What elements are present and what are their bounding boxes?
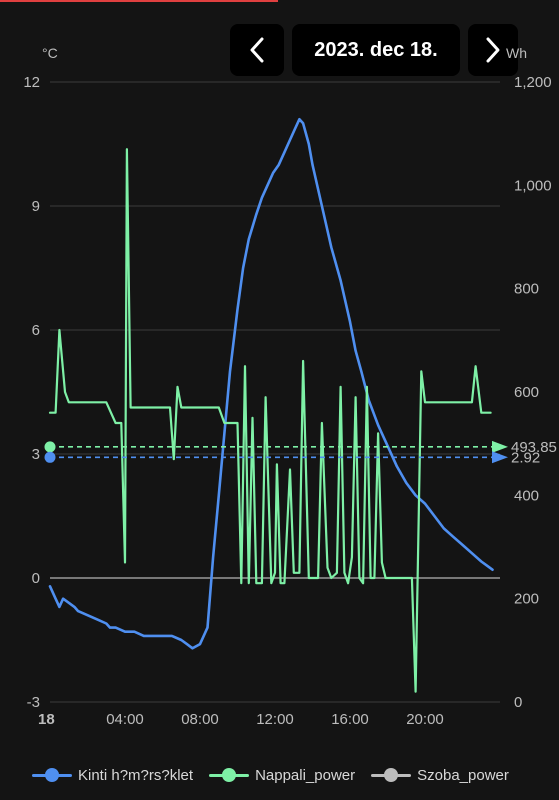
y-left-tick-label: -3	[27, 694, 40, 711]
y-right-tick-label: 1,000	[514, 177, 552, 194]
legend-item-nappali-power[interactable]: Nappali_power	[209, 767, 355, 784]
legend-item-outdoor-temperature[interactable]: Kinti h?m?rs?klet	[32, 767, 193, 784]
marker-dot	[44, 441, 56, 453]
legend-label: Nappali_power	[255, 766, 356, 784]
y-right-tick-label: 800	[514, 281, 539, 298]
y-left-tick-label: 12	[23, 74, 40, 91]
x-tick-label: 18	[38, 711, 55, 728]
marker-label: 493.85	[511, 439, 557, 456]
y-left-tick-label: 9	[32, 198, 40, 215]
y-right-tick-label: 400	[514, 487, 539, 504]
x-tick-label: 08:00	[181, 711, 219, 728]
x-tick-label: 04:00	[106, 711, 144, 728]
series-line-0	[48, 117, 494, 650]
legend-swatch-grey	[371, 768, 412, 782]
y-right-tick-label: 600	[514, 384, 539, 401]
previous-day-button[interactable]	[230, 24, 284, 76]
y-right-tick-label: 200	[514, 591, 539, 608]
history-chart[interactable]: 12 9 6 3 0 -3 1,200 1,000 800 600 400 200 0 °C Wh 18 04:…	[0, 0, 559, 760]
x-tick-label: 16:00	[331, 711, 369, 728]
y-right-unit: Wh	[506, 45, 527, 61]
y-left-unit: °C	[42, 45, 58, 61]
y-left-tick-label: 3	[32, 446, 40, 463]
chevron-left-icon	[250, 37, 264, 63]
y-right-tick-label: 0	[514, 694, 522, 711]
legend-swatch-green	[209, 768, 250, 782]
x-tick-label: 20:00	[406, 711, 444, 728]
y-left-tick-label: 0	[32, 570, 40, 587]
legend-swatch-blue	[32, 768, 72, 782]
x-tick-label: 12:00	[256, 711, 294, 728]
legend-label: Szoba_power	[417, 766, 509, 784]
date-selector-button[interactable]: 2023. dec 18.	[292, 24, 460, 76]
marker-dot	[44, 451, 56, 463]
marker-arrow	[492, 451, 508, 464]
top-accent-line	[0, 0, 278, 2]
series-line-1	[48, 148, 492, 693]
legend-label: Kinti h?m?rs?klet	[78, 766, 194, 784]
y-left-tick-label: 6	[32, 322, 40, 339]
chart-legend: Kinti h?m?rs?klet Nappali_power Szoba_po…	[32, 762, 525, 788]
y-right-tick-label: 1,200	[514, 74, 552, 91]
chevron-right-icon	[486, 37, 500, 63]
marker-label: 2.92	[511, 449, 540, 466]
legend-item-szoba-power[interactable]: Szoba_power	[371, 767, 509, 784]
next-day-button[interactable]	[468, 24, 518, 76]
marker-arrow	[492, 440, 508, 453]
